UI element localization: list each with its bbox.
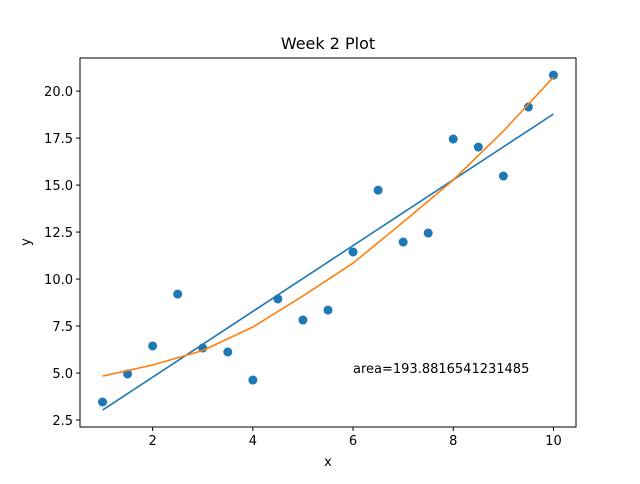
scatter-point [398, 237, 408, 247]
scatter-point [298, 315, 308, 325]
scatter-point [473, 142, 483, 152]
y-tick-label: 5.0 [52, 367, 73, 382]
y-tick-label: 12.5 [44, 226, 73, 241]
chart-title: Week 2 Plot [281, 34, 375, 53]
scatter-point [498, 171, 508, 181]
y-tick-label: 15.0 [44, 179, 73, 194]
x-tick-label: 2 [149, 434, 157, 449]
scatter-point [248, 375, 258, 385]
y-tick-label: 17.5 [44, 132, 73, 147]
x-tick-label: 8 [449, 434, 457, 449]
fit-line [102, 113, 554, 411]
scatter-point [373, 185, 383, 195]
scatter-point [448, 134, 458, 144]
y-tick-label: 10.0 [44, 273, 73, 288]
plot-frame [79, 57, 577, 428]
y-axis-label: y [19, 238, 34, 246]
scatter-point [173, 289, 183, 299]
scatter-point [423, 228, 433, 238]
x-tick-label: 10 [545, 434, 562, 449]
y-tick-label: 7.5 [52, 320, 73, 335]
fit-line [102, 76, 555, 377]
scatter-point [148, 341, 158, 351]
scatter-point [98, 397, 108, 407]
annotation: area=193.8816541231485 [353, 362, 529, 377]
x-axis-label: x [324, 455, 332, 470]
scatter-point [323, 305, 333, 315]
scatter-point [348, 247, 358, 257]
x-tick-label: 4 [249, 434, 257, 449]
scatter-point [223, 347, 233, 357]
scatter-point [523, 102, 533, 112]
scatter-point [548, 70, 558, 80]
x-tick-label: 6 [349, 434, 357, 449]
y-tick-label: 20.0 [44, 85, 73, 100]
y-tick-label: 2.5 [52, 414, 73, 429]
